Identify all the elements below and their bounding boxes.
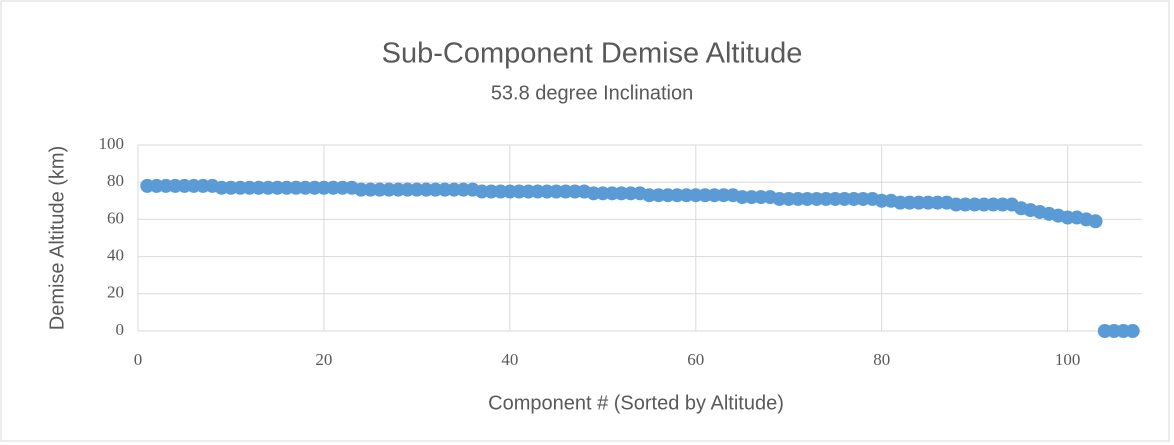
y-tick-label: 40	[107, 246, 124, 265]
y-tick-label: 20	[107, 283, 124, 302]
data-point	[1088, 214, 1103, 229]
y-axis-label: Demise Altitude (km)	[46, 146, 68, 331]
y-tick-label: 0	[116, 320, 125, 339]
y-tick-label: 100	[99, 134, 125, 153]
chart-title: Sub-Component Demise Altitude	[382, 38, 803, 70]
x-tick-label: 60	[687, 350, 704, 369]
x-axis-label: Component # (Sorted by Altitude)	[488, 392, 784, 414]
x-tick-label: 100	[1055, 350, 1081, 369]
x-tick-label: 40	[501, 350, 518, 369]
x-tick-label: 0	[134, 350, 143, 369]
y-tick-label: 80	[107, 171, 124, 190]
y-tick-label: 60	[107, 208, 124, 227]
chart-subtitle: 53.8 degree Inclination	[491, 82, 693, 104]
x-tick-label: 20	[315, 350, 332, 369]
x-tick-label: 80	[873, 350, 890, 369]
data-point	[1125, 324, 1140, 338]
